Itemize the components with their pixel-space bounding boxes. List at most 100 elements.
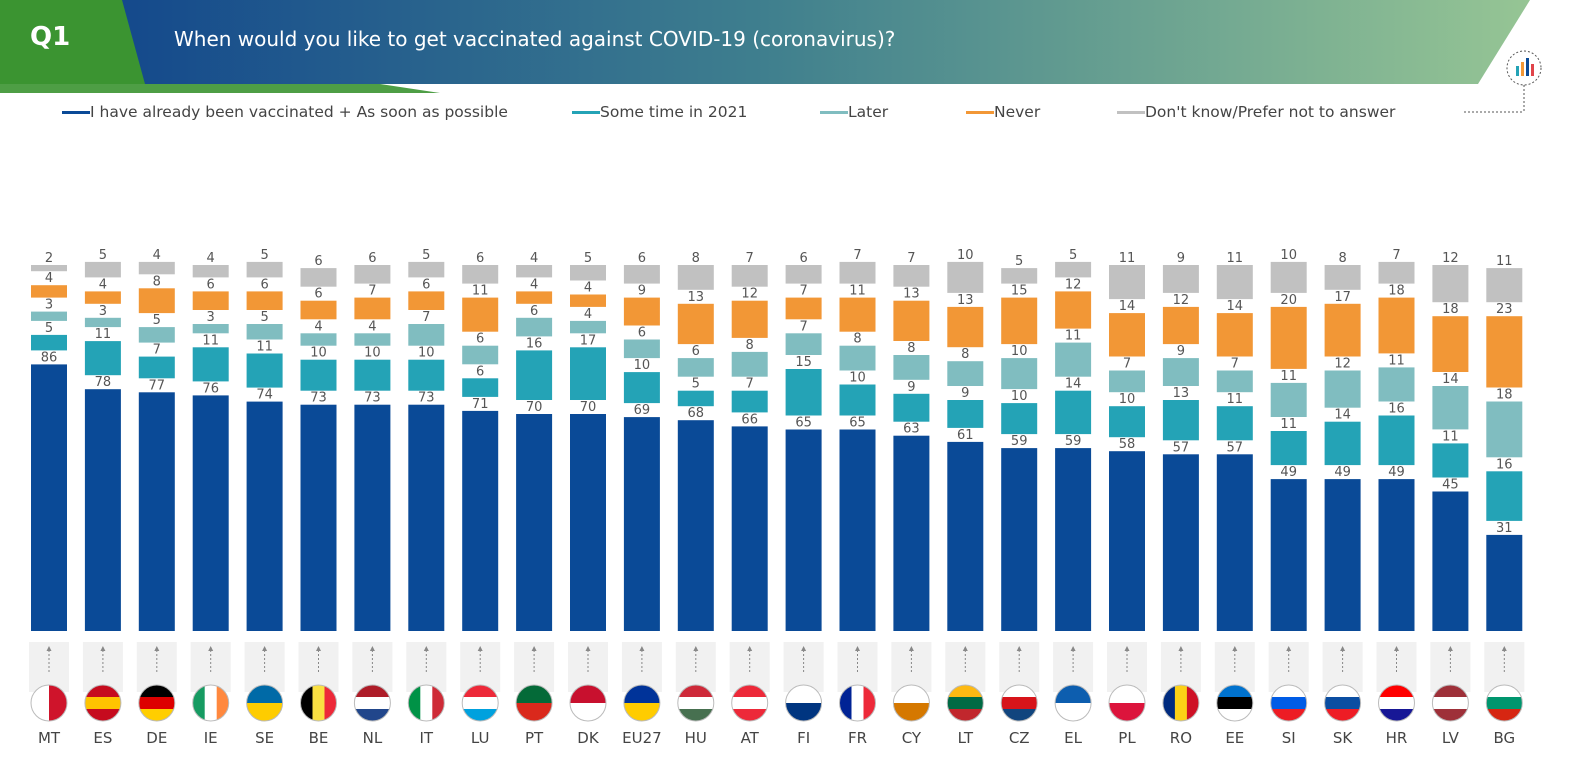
bar-segment	[138, 261, 175, 275]
bar-segment	[354, 333, 391, 346]
data-label: 8	[1338, 251, 1346, 266]
data-label: 5	[45, 321, 53, 336]
category-label: BE	[309, 729, 329, 747]
bar-segment	[1378, 297, 1415, 354]
flag-icon	[1486, 685, 1523, 721]
flag-icon	[516, 685, 553, 721]
data-label: 6	[207, 277, 215, 292]
data-label: 11	[1227, 392, 1244, 407]
bar-segment	[354, 404, 391, 631]
data-label: 6	[692, 344, 700, 359]
data-label: 10	[634, 358, 651, 373]
flag-border	[785, 684, 823, 722]
flag-icon	[839, 685, 876, 721]
bar-segment	[246, 324, 283, 340]
bar-segment	[1486, 268, 1523, 303]
data-label: 8	[692, 251, 700, 266]
bar-group: 73 10 4 7 6 NL	[352, 251, 393, 747]
arrow-head	[1340, 646, 1346, 651]
data-label: 11	[1442, 429, 1459, 444]
bar-segment	[1486, 471, 1523, 521]
bar-segment	[893, 300, 930, 341]
bar-segment	[300, 268, 337, 287]
data-label: 77	[149, 378, 166, 393]
data-label: 12	[741, 287, 758, 302]
bar-segment	[1216, 406, 1253, 441]
bar-segment	[731, 351, 768, 377]
bar-segment	[1486, 401, 1523, 458]
data-label: 6	[638, 251, 646, 266]
category-label: IE	[204, 729, 218, 747]
bar-segment	[31, 285, 67, 298]
arrow-head	[1178, 646, 1184, 651]
data-label: 49	[1334, 465, 1351, 480]
bar-segment	[570, 414, 606, 631]
data-label: 5	[260, 310, 268, 325]
bar-segment	[84, 291, 121, 304]
data-label: 15	[795, 355, 812, 370]
bar-segment	[570, 347, 606, 400]
bar-segment	[839, 384, 876, 416]
arrow-head	[1394, 646, 1399, 651]
bar-segment	[623, 265, 660, 284]
bar-segment	[1162, 306, 1199, 345]
flag-icon	[1162, 685, 1199, 721]
flag-border	[569, 684, 607, 722]
data-label: 11	[1388, 353, 1405, 368]
arrow-head	[46, 646, 52, 651]
bar-segment	[1216, 370, 1253, 393]
bar-segment	[570, 265, 606, 281]
data-label: 31	[1496, 521, 1513, 536]
data-label: 10	[1119, 392, 1136, 407]
bar-segment	[1055, 390, 1092, 435]
bar-segment	[300, 359, 337, 391]
category-label: AT	[741, 729, 760, 747]
data-label: 14	[1227, 299, 1244, 314]
bar-segment	[192, 265, 229, 278]
chart-icon-decoration	[1464, 50, 1542, 113]
data-label: 68	[688, 406, 705, 421]
data-label: 5	[1015, 254, 1023, 269]
data-label: 2	[45, 251, 53, 266]
bar-segment	[300, 404, 337, 631]
data-label: 86	[41, 350, 58, 365]
bar-group: 70 17 4 4 5 DK	[568, 251, 608, 747]
flag-icon	[1001, 685, 1038, 721]
arrow-head	[1124, 646, 1130, 651]
flag-border	[461, 684, 499, 722]
bar-segment	[462, 345, 499, 365]
bar-group: 65 15 7 7 6 FI	[783, 251, 824, 747]
flag-icon	[1270, 685, 1307, 721]
bar-segment	[947, 441, 984, 631]
bar-segment	[785, 429, 822, 631]
data-label: 12	[1173, 293, 1190, 308]
flag-icon	[246, 685, 283, 721]
arrow-head	[531, 646, 537, 651]
data-label: 7	[799, 284, 807, 299]
bar-segment	[1216, 454, 1253, 631]
bar-segment	[516, 317, 553, 337]
bar-segment	[947, 400, 984, 428]
legend-item: Some time in 2021	[572, 103, 747, 121]
bar-group: 73 10 7 6 5 IT	[406, 248, 447, 747]
bar-segment	[462, 378, 499, 397]
data-label: 7	[1231, 357, 1239, 372]
bar-segment	[893, 265, 930, 287]
data-label: 12	[1442, 251, 1459, 266]
arrow-head	[747, 646, 753, 651]
bar-segment	[677, 265, 714, 290]
bar-group: 57 11 7 14 11 EE	[1214, 251, 1255, 747]
data-label: 65	[849, 416, 866, 431]
legend-swatch	[62, 110, 90, 114]
legend-label: Don't know/Prefer not to answer	[1145, 103, 1396, 121]
data-label: 57	[1227, 440, 1244, 455]
legend-item: I have already been vaccinated + As soon…	[62, 103, 508, 121]
arrow-head	[423, 646, 429, 651]
arrow-head	[855, 646, 860, 651]
bar-group: 61 9 8 13 10 LT	[945, 248, 986, 747]
data-label: 6	[260, 277, 268, 292]
bar-segment	[138, 288, 175, 314]
data-label: 6	[422, 277, 430, 292]
data-label: 49	[1280, 465, 1297, 480]
legend-label: Never	[994, 103, 1041, 121]
